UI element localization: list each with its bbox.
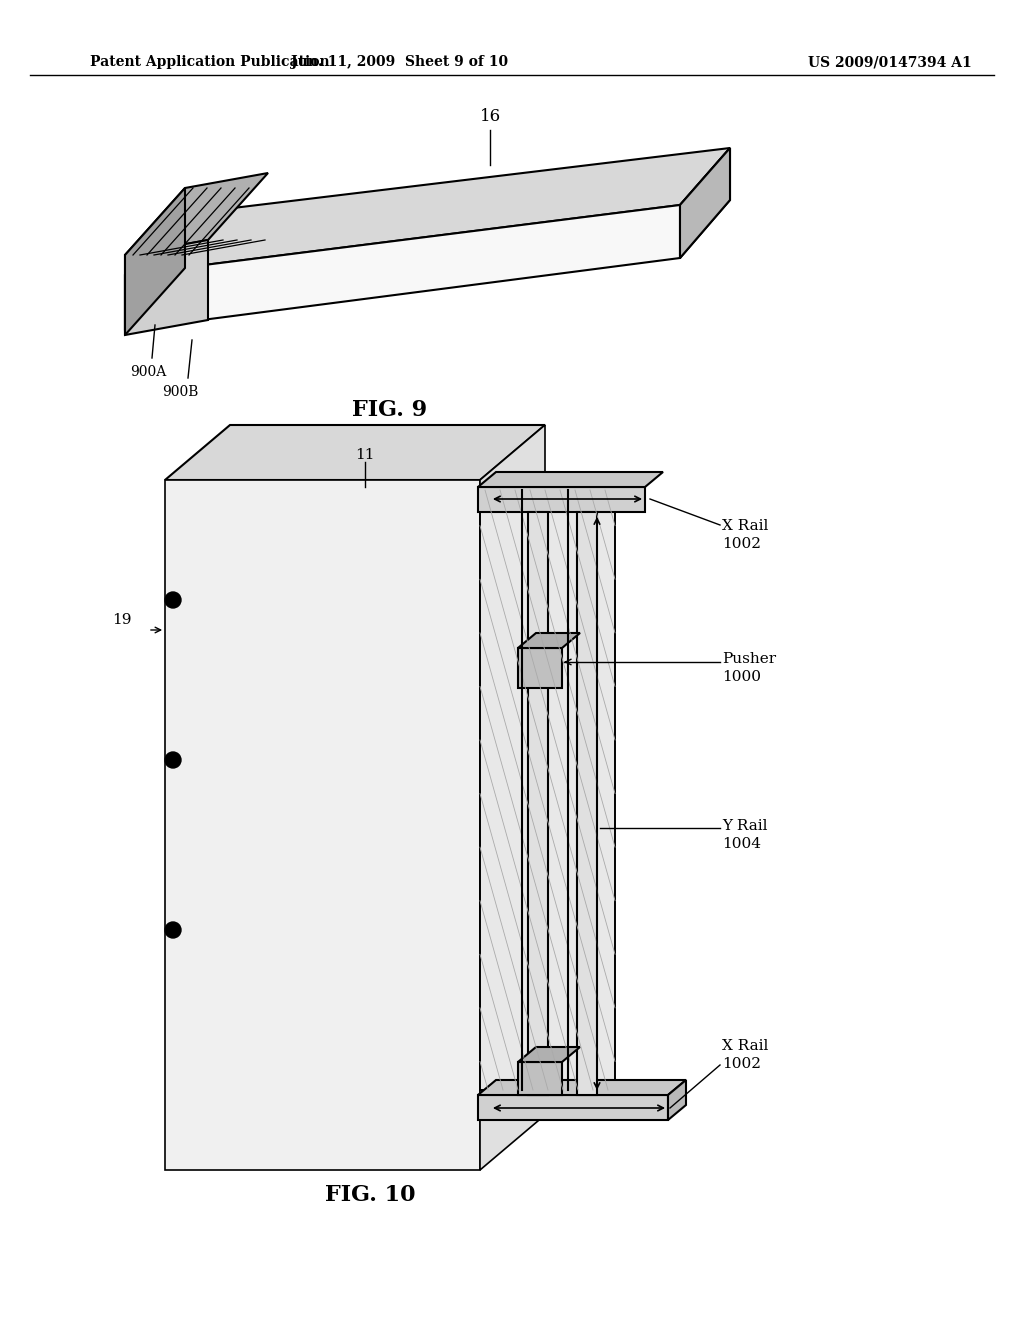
Polygon shape bbox=[680, 148, 730, 257]
Text: FIG. 9: FIG. 9 bbox=[352, 399, 428, 421]
Polygon shape bbox=[125, 240, 208, 335]
Text: US 2009/0147394 A1: US 2009/0147394 A1 bbox=[808, 55, 972, 69]
Circle shape bbox=[165, 921, 181, 939]
Polygon shape bbox=[518, 1047, 580, 1063]
Text: 16: 16 bbox=[479, 108, 501, 125]
Polygon shape bbox=[518, 1063, 562, 1096]
Text: X Rail
1002: X Rail 1002 bbox=[722, 519, 768, 550]
Polygon shape bbox=[577, 512, 597, 1096]
Text: X Rail
1002: X Rail 1002 bbox=[722, 1039, 768, 1071]
Polygon shape bbox=[478, 473, 663, 487]
Circle shape bbox=[165, 752, 181, 768]
Polygon shape bbox=[478, 1080, 686, 1096]
Text: Y Rail
1004: Y Rail 1004 bbox=[722, 820, 768, 850]
Polygon shape bbox=[480, 490, 615, 1090]
Text: FIG. 10: FIG. 10 bbox=[325, 1184, 416, 1206]
Text: Pusher
1000: Pusher 1000 bbox=[722, 652, 776, 684]
Text: 900B: 900B bbox=[162, 385, 199, 399]
Polygon shape bbox=[478, 487, 645, 512]
Polygon shape bbox=[518, 648, 562, 688]
Polygon shape bbox=[125, 148, 730, 275]
Polygon shape bbox=[528, 512, 548, 1096]
Polygon shape bbox=[125, 205, 680, 330]
Polygon shape bbox=[165, 425, 545, 480]
Text: 19: 19 bbox=[112, 612, 131, 627]
Polygon shape bbox=[125, 187, 185, 335]
Circle shape bbox=[165, 591, 181, 609]
Text: 11: 11 bbox=[355, 447, 375, 462]
Polygon shape bbox=[518, 634, 580, 648]
Polygon shape bbox=[668, 1080, 686, 1119]
Polygon shape bbox=[165, 480, 480, 1170]
Text: 900A: 900A bbox=[130, 366, 166, 379]
Polygon shape bbox=[125, 173, 268, 255]
Polygon shape bbox=[125, 215, 175, 330]
Polygon shape bbox=[680, 148, 730, 257]
Polygon shape bbox=[480, 425, 545, 1170]
Text: Patent Application Publication: Patent Application Publication bbox=[90, 55, 330, 69]
Text: Jun. 11, 2009  Sheet 9 of 10: Jun. 11, 2009 Sheet 9 of 10 bbox=[292, 55, 509, 69]
Polygon shape bbox=[478, 1096, 668, 1119]
